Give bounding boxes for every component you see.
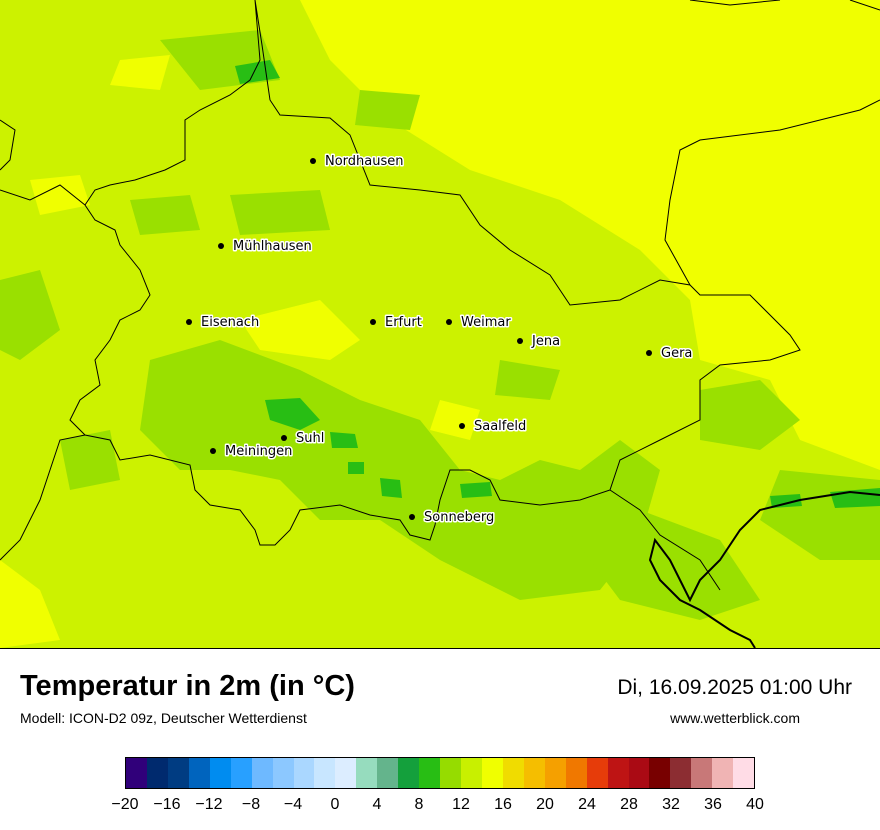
color-scale-tick-label: 40 (746, 796, 764, 813)
color-scale-segment (481, 758, 503, 788)
temperature-field-16c-area (0, 0, 880, 648)
color-scale-segment (126, 758, 147, 788)
color-scale-tick-label: −16 (153, 796, 181, 813)
city-label: Eisenach (201, 315, 259, 330)
city-jena: Jena (517, 333, 562, 351)
city-label: Meiningen (225, 444, 292, 459)
city-label: Mühlhausen (233, 239, 312, 254)
color-scale-tick-label: 8 (414, 796, 424, 813)
color-scale-bar (125, 757, 755, 789)
city-label: Suhl (296, 431, 324, 446)
color-scale-segment (314, 758, 336, 788)
city-dot (186, 319, 192, 325)
model-info: Modell: ICON-D2 09z, Deutscher Wetterdie… (20, 710, 307, 726)
color-scale-segment (209, 758, 231, 788)
national-border (648, 490, 880, 648)
city-nordhausen: Nordhausen (310, 153, 405, 171)
city-dot (310, 158, 316, 164)
color-scale-segment (544, 758, 566, 788)
website-link: www.wetterblick.com (670, 710, 800, 726)
color-scale-tick-label: 32 (662, 796, 680, 813)
color-scale-segment (523, 758, 545, 788)
city-dot (517, 338, 523, 344)
city-dot (646, 350, 652, 356)
color-scale-tick-label: 36 (704, 796, 722, 813)
color-scale-segment (733, 758, 755, 788)
city-erfurt: Erfurt (370, 314, 423, 332)
state-border-west (0, 119, 86, 561)
color-scale-segment (167, 758, 189, 788)
temperature-map: Nordhausen Mühlhausen Eisenach Erfurt We… (0, 0, 880, 649)
color-scale-tick-label: 12 (452, 796, 470, 813)
color-scale-segment (293, 758, 315, 788)
color-scale-segment (586, 758, 608, 788)
city-dot (281, 435, 287, 441)
color-scale-tick-label: −8 (241, 796, 261, 813)
color-scale-tick-label: 0 (330, 796, 340, 813)
color-scale-segment (461, 758, 482, 788)
color-scale-tick-label: 16 (494, 796, 512, 813)
city-dot (218, 243, 224, 249)
color-scale-segment (272, 758, 294, 788)
city-gera: Gera (646, 345, 694, 363)
city-meiningen: Meiningen (210, 443, 294, 461)
color-scale-segment (565, 758, 587, 788)
city-label: Gera (661, 346, 692, 361)
color-scale-tick-label: 28 (620, 796, 638, 813)
city-label: Saalfeld (474, 419, 526, 434)
color-scale-segment (230, 758, 252, 788)
city-dot (409, 514, 415, 520)
color-scale-segment (502, 758, 524, 788)
city-label: Jena (531, 334, 560, 349)
city-dot (370, 319, 376, 325)
color-scale-tick-label: 4 (372, 796, 382, 813)
color-scale-segment (188, 758, 210, 788)
color-scale-segment (146, 758, 168, 788)
color-scale-segment (440, 758, 461, 788)
city-eisenach: Eisenach (186, 314, 261, 332)
color-scale-tick-label: −4 (283, 796, 303, 813)
city-markers: Nordhausen Mühlhausen Eisenach Erfurt We… (186, 153, 694, 527)
forecast-datetime: Di, 16.09.2025 01:00 Uhr (617, 676, 852, 699)
color-scale-tick-label: 20 (536, 796, 554, 813)
city-dot (210, 448, 216, 454)
color-scale-segment (670, 758, 692, 788)
city-label: Sonneberg (424, 510, 494, 525)
city-label: Nordhausen (325, 154, 404, 169)
color-scale-segment (251, 758, 273, 788)
color-scale-segment (356, 758, 378, 788)
map-canvas: Nordhausen Mühlhausen Eisenach Erfurt We… (0, 0, 880, 648)
map-title: Temperatur in 2m (in °C) (20, 670, 355, 702)
state-border (69, 0, 801, 546)
city-label: Erfurt (385, 315, 422, 330)
city-dot (459, 423, 465, 429)
city-muehlhausen: Mühlhausen (218, 238, 313, 256)
color-scale-segment (377, 758, 399, 788)
color-scale-segment (607, 758, 629, 788)
city-label: Weimar (461, 315, 511, 330)
color-scale-tick-label: −20 (111, 796, 139, 813)
state-border-east (609, 0, 880, 591)
color-scale-tick-label: 24 (578, 796, 596, 813)
color-scale-tick-label: −12 (195, 796, 223, 813)
color-scale-segment (691, 758, 713, 788)
color-scale-segment (398, 758, 420, 788)
city-weimar: Weimar (446, 314, 513, 332)
color-scale-segment (712, 758, 734, 788)
color-scale-segment (628, 758, 650, 788)
city-saalfeld: Saalfeld (459, 418, 528, 436)
color-scale-segment (419, 758, 441, 788)
city-suhl: Suhl (281, 430, 326, 448)
color-scale-segment (649, 758, 671, 788)
city-sonneberg: Sonneberg (409, 509, 496, 527)
color-scale-segment (335, 758, 357, 788)
city-dot (446, 319, 452, 325)
